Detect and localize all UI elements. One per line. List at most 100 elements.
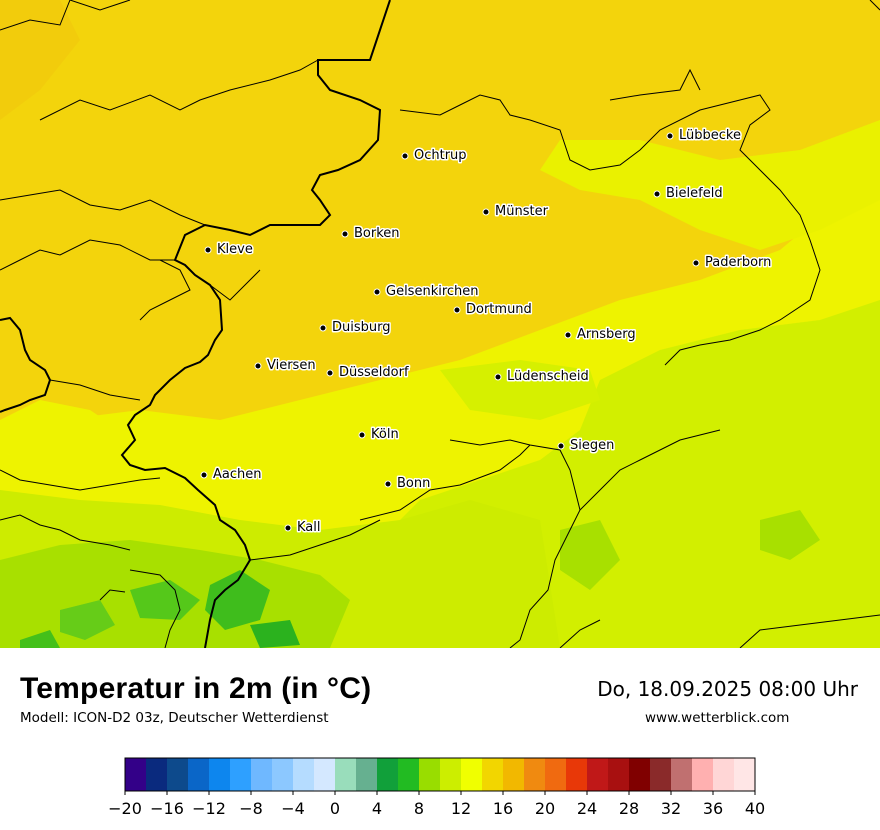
city-dot bbox=[200, 471, 208, 479]
city-marker[interactable]: Lüdenscheid bbox=[494, 368, 590, 386]
city-marker[interactable]: Viersen bbox=[254, 357, 317, 375]
city-marker[interactable]: Duisburg bbox=[319, 319, 392, 337]
temperature-map[interactable]: Lübbecke Ochtrup Bielefeld Münster Borken Kle… bbox=[0, 0, 880, 648]
temperature-patch bbox=[0, 0, 80, 120]
city-marker[interactable]: Köln bbox=[358, 426, 400, 444]
city-label: Bonn bbox=[397, 476, 430, 491]
colorbar-swatch bbox=[608, 758, 630, 791]
state-border bbox=[0, 0, 391, 648]
city-label: Kall bbox=[297, 520, 321, 535]
city-dot bbox=[254, 362, 262, 370]
city-marker[interactable]: Siegen bbox=[557, 437, 616, 455]
city-marker[interactable]: Dortmund bbox=[453, 301, 533, 319]
temperature-patch bbox=[60, 600, 115, 640]
temperature-patch bbox=[20, 630, 60, 648]
colorbar-frame bbox=[124, 757, 756, 792]
temperature-patch bbox=[560, 520, 620, 590]
website-link[interactable]: www.wetterblick.com bbox=[645, 710, 790, 726]
colorbar-swatch bbox=[545, 758, 567, 791]
district-border bbox=[0, 0, 880, 648]
colorbar-swatch bbox=[461, 758, 483, 791]
colorbar-swatch bbox=[314, 758, 336, 791]
temperature-patch bbox=[130, 580, 200, 620]
city-dot bbox=[341, 230, 349, 238]
map-canvas: Lübbecke Ochtrup Bielefeld Münster Borken Kle… bbox=[0, 0, 880, 648]
city-marker[interactable]: Kall bbox=[284, 519, 322, 537]
colorbar-tick-label: 32 bbox=[661, 799, 681, 818]
colorbar-tick-label: 20 bbox=[535, 799, 555, 818]
city-label: Borken bbox=[354, 226, 400, 241]
city-marker[interactable]: Bielefeld bbox=[653, 185, 724, 203]
city-dot bbox=[564, 331, 572, 339]
city-dot bbox=[666, 132, 674, 140]
temperature-patch bbox=[250, 620, 300, 648]
city-dot bbox=[384, 480, 392, 488]
city-marker[interactable]: Kleve bbox=[204, 241, 254, 259]
colorbar-tick-label: 12 bbox=[451, 799, 471, 818]
city-label: Viersen bbox=[267, 358, 316, 373]
colorbar-tick-label: −12 bbox=[192, 799, 226, 818]
city-dot bbox=[326, 369, 334, 377]
colorbar-ticks: −20 −16 −12 −8 −4 0 4 8 12 16 20 24 28 32 36 40 bbox=[108, 791, 765, 818]
colorbar-swatch bbox=[188, 758, 210, 791]
colorbar-swatch bbox=[671, 758, 693, 791]
colorbar-swatch bbox=[251, 758, 273, 791]
colorbar-swatch bbox=[524, 758, 546, 791]
city-marker[interactable]: Bonn bbox=[384, 475, 432, 493]
temperature-patch bbox=[760, 510, 820, 560]
city-label: Lüdenscheid bbox=[507, 369, 589, 384]
colorbar-tick-label: 8 bbox=[414, 799, 424, 818]
colorbar-swatch bbox=[650, 758, 672, 791]
temperature-patch bbox=[0, 400, 120, 470]
city-marker[interactable]: Ochtrup bbox=[401, 147, 468, 165]
temperature-colorbar: −20 −16 −12 −8 −4 0 4 8 12 16 20 24 28 32 36 40 bbox=[108, 757, 765, 818]
model-info: Modell: ICON-D2 03z, Deutscher Wetterdie… bbox=[20, 710, 329, 726]
city-label: Dortmund bbox=[466, 302, 532, 317]
city-marker[interactable]: Paderborn bbox=[692, 254, 773, 272]
city-dot bbox=[373, 288, 381, 296]
colorbar-swatch bbox=[692, 758, 714, 791]
colorbar-swatch bbox=[125, 758, 147, 791]
colorbar-swatch bbox=[146, 758, 168, 791]
colorbar-swatch bbox=[503, 758, 525, 791]
city-label: Lübbecke bbox=[679, 128, 741, 143]
colorbar-swatches bbox=[124, 757, 756, 792]
colorbar-swatch bbox=[272, 758, 294, 791]
forecast-datetime: Do, 18.09.2025 08:00 Uhr bbox=[597, 677, 858, 701]
city-label: Bielefeld bbox=[666, 186, 723, 201]
city-dot bbox=[319, 324, 327, 332]
city-dot bbox=[653, 190, 661, 198]
colorbar-swatch bbox=[440, 758, 462, 791]
map-title: Temperatur in 2m (in °C) bbox=[20, 672, 372, 705]
city-dot bbox=[482, 208, 490, 216]
city-marker[interactable]: Aachen bbox=[200, 466, 263, 484]
city-label: Aachen bbox=[213, 467, 261, 482]
city-label: Duisburg bbox=[332, 320, 391, 335]
colorbar-swatch bbox=[482, 758, 504, 791]
city-dot bbox=[453, 306, 461, 314]
city-label: Düsseldorf bbox=[339, 365, 409, 380]
city-marker[interactable]: Borken bbox=[341, 225, 401, 243]
colorbar-tick-label: 16 bbox=[493, 799, 513, 818]
city-marker[interactable]: Gelsenkirchen bbox=[373, 283, 480, 301]
colorbar-tick-label: 28 bbox=[619, 799, 639, 818]
colorbar-swatch bbox=[377, 758, 399, 791]
city-label: Gelsenkirchen bbox=[386, 284, 479, 299]
colorbar-swatch bbox=[293, 758, 315, 791]
city-marker[interactable]: Düsseldorf bbox=[326, 364, 410, 382]
colorbar-tick-label: −4 bbox=[281, 799, 305, 818]
city-label: Ochtrup bbox=[414, 148, 467, 163]
temperature-patch bbox=[440, 360, 600, 420]
city-marker[interactable]: Lübbecke bbox=[666, 127, 742, 145]
colorbar-tick-label: 40 bbox=[745, 799, 765, 818]
colorbar-tick-label: 24 bbox=[577, 799, 597, 818]
city-label: Paderborn bbox=[705, 255, 771, 270]
city-label: Kleve bbox=[217, 242, 253, 257]
city-marker[interactable]: Arnsberg bbox=[564, 326, 637, 344]
colorbar-tick-label: 36 bbox=[703, 799, 723, 818]
colorbar-swatch bbox=[566, 758, 588, 791]
temperature-patch bbox=[205, 570, 270, 630]
colorbar-swatch bbox=[335, 758, 357, 791]
city-marker[interactable]: Münster bbox=[482, 203, 550, 221]
colorbar-tick-label: −8 bbox=[239, 799, 263, 818]
